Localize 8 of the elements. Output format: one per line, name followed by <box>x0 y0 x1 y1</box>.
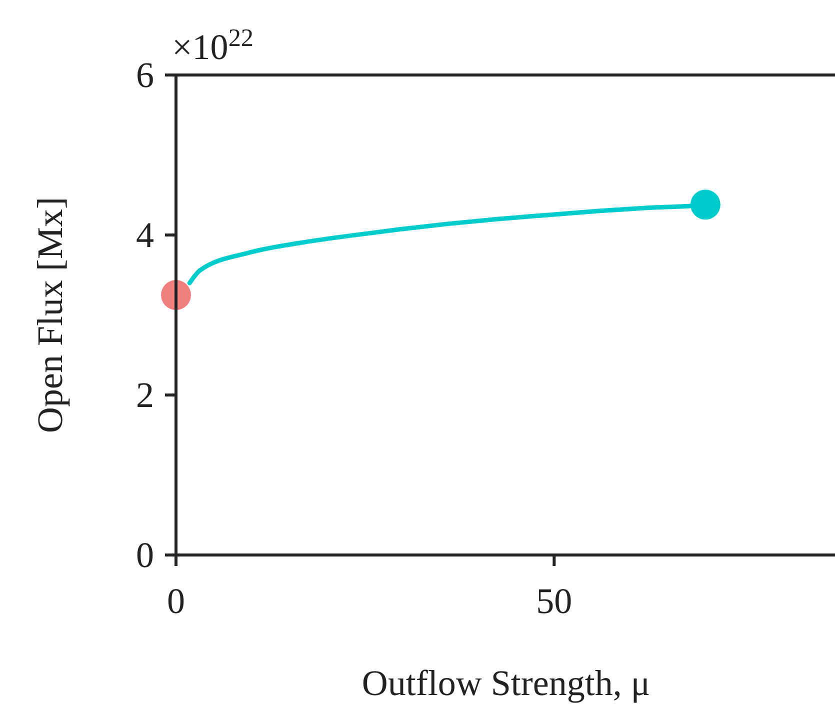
x-tick-label: 50 <box>536 581 572 621</box>
y-tick-label: 2 <box>136 375 154 415</box>
y-tick-label: 4 <box>136 215 154 255</box>
y-tick-label: 6 <box>136 55 154 95</box>
x-axis-title: Outflow Strength, μ <box>362 663 650 703</box>
y-tick-label: 0 <box>136 535 154 575</box>
y-axis-title: Open Flux [Mx] <box>30 197 70 433</box>
text: ×10$^{22}$ <box>172 24 254 67</box>
